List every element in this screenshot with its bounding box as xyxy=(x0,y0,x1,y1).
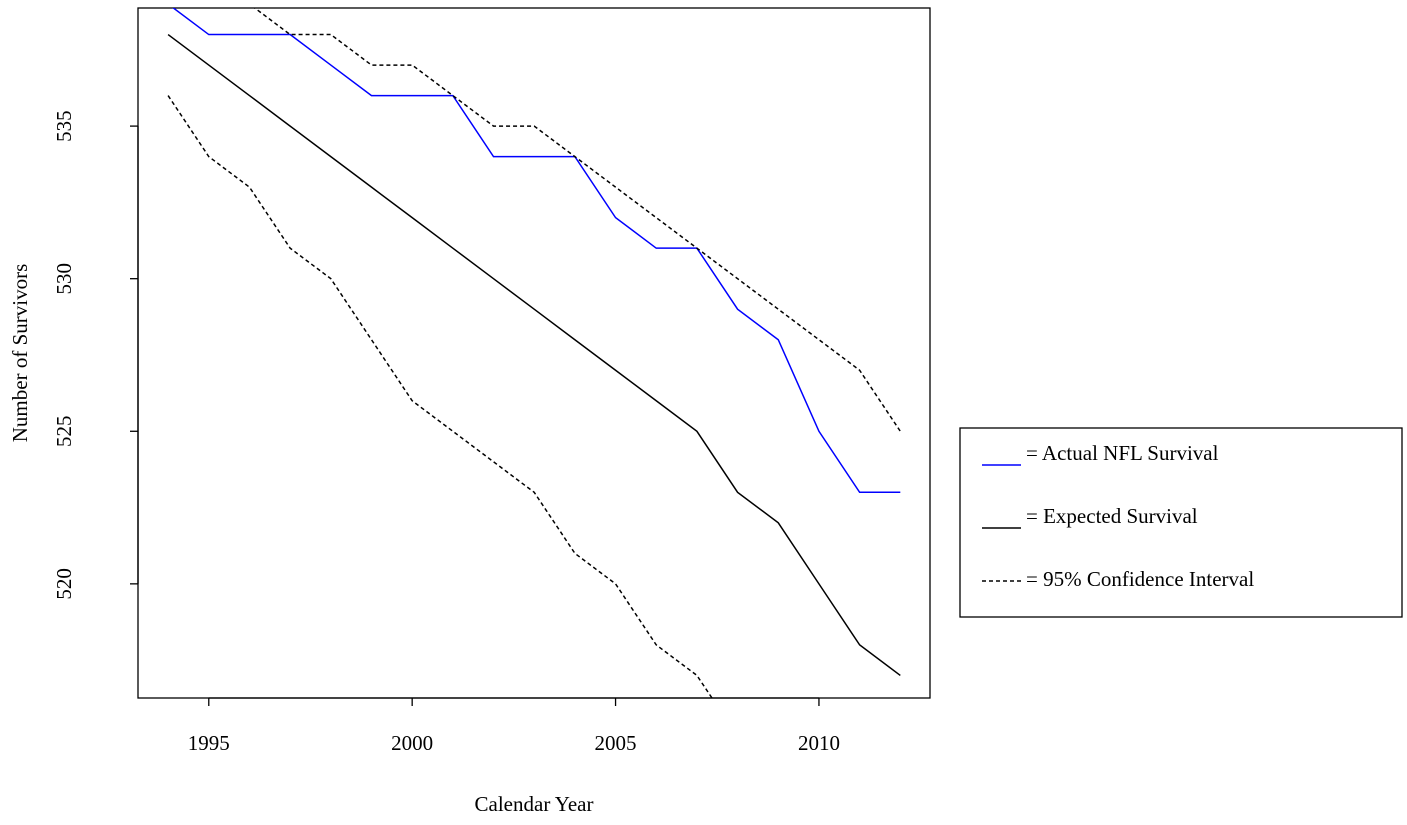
y-tick-label: 535 xyxy=(52,110,76,141)
legend-label: = Actual NFL Survival xyxy=(1026,441,1219,465)
series-line xyxy=(172,8,901,494)
x-tick-label: 1995 xyxy=(188,731,230,755)
ci-lower-line xyxy=(167,95,713,698)
y-axis-label: Number of Survivors xyxy=(8,264,32,442)
ci-upper-line xyxy=(253,8,901,432)
series-line xyxy=(167,33,901,677)
x-tick-label: 2000 xyxy=(391,731,433,755)
legend-label: = Expected Survival xyxy=(1026,504,1198,528)
y-tick-label: 530 xyxy=(52,263,76,295)
plot-box xyxy=(137,7,931,699)
x-tick-label: 2010 xyxy=(798,731,840,755)
x-axis-label: Calendar Year xyxy=(475,792,594,816)
plot-area xyxy=(167,8,901,698)
legend-box xyxy=(959,427,1403,618)
y-tick-label: 525 xyxy=(52,416,76,448)
x-tick-label: 2005 xyxy=(595,731,637,755)
legend-label: = 95% Confidence Interval xyxy=(1026,567,1254,591)
y-tick-label: 520 xyxy=(52,568,76,600)
